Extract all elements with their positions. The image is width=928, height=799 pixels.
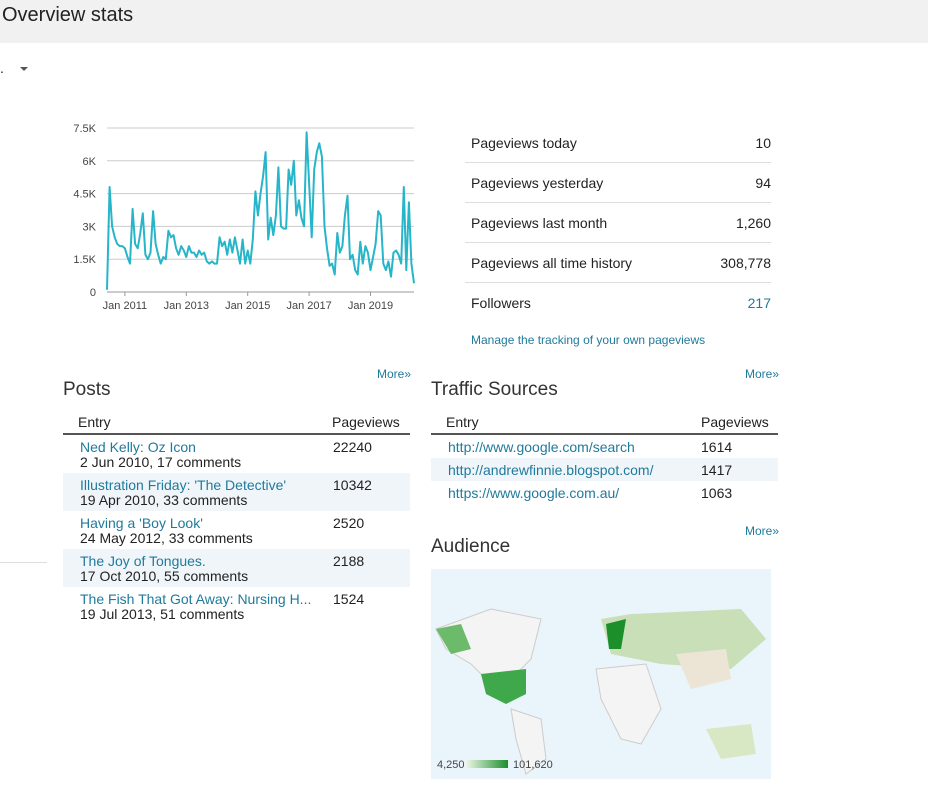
legend-gradient (466, 760, 508, 768)
entry-meta: 2 Jun 2010, 17 comments (80, 454, 241, 470)
source-link[interactable]: http://andrewfinnie.blogspot.com/ (448, 462, 653, 478)
table-header: Pageviews (701, 414, 769, 430)
legend-min: 4,250 (437, 759, 465, 771)
stat-value: 94 (620, 175, 771, 191)
manage-link[interactable]: Manage the tracking of your own pageview… (471, 333, 705, 347)
pageviews-line (107, 132, 414, 289)
stat-separator (465, 242, 771, 243)
stat-separator (465, 162, 771, 163)
table-header: Pageviews (332, 414, 400, 430)
table-header: Entry (446, 414, 479, 430)
stat-separator (465, 282, 771, 283)
y-tick-label: 7.5K (73, 123, 96, 135)
table-header: Entry (78, 414, 111, 430)
y-tick-label: 3K (83, 221, 97, 233)
stat-label: Followers (471, 295, 531, 311)
table-rule (63, 433, 410, 435)
entry-link[interactable]: Having a 'Boy Look' (80, 515, 203, 531)
entry-pageviews: 22240 (333, 439, 372, 455)
entry-link[interactable]: The Joy of Tongues. (80, 553, 206, 569)
x-tick-label: Jan 2015 (225, 300, 270, 312)
audience-map: 4,250 101,620 (431, 569, 771, 779)
stat-separator (465, 202, 771, 203)
entry-link[interactable]: The Fish That Got Away: Nursing H... (80, 591, 311, 607)
entry-pageviews: 2520 (333, 515, 364, 531)
x-tick-label: Jan 2017 (286, 300, 331, 312)
posts-more[interactable]: More» (377, 367, 411, 381)
stat-value: 1,260 (620, 215, 771, 231)
entry-link[interactable]: Illustration Friday: 'The Detective' (80, 477, 286, 493)
entry-pageviews: 2188 (333, 553, 364, 569)
pageviews-chart: 0 1.5K 3K 4.5K 6K 7.5K Jan 2011 Jan 2013 Jan 201… (0, 0, 430, 320)
source-link[interactable]: http://www.google.com/search (448, 439, 635, 455)
stat-value: 308,778 (620, 255, 771, 271)
posts-title: Posts (63, 379, 111, 401)
y-tick-label: 4.5K (73, 189, 96, 201)
x-tick-label: Jan 2019 (348, 300, 393, 312)
stat-label: Pageviews last month (471, 215, 607, 231)
legend-max: 101,620 (513, 759, 553, 771)
entry-meta: 19 Jul 2013, 51 comments (80, 606, 244, 622)
y-tick-label: 0 (90, 287, 96, 299)
entry-pageviews: 1524 (333, 591, 364, 607)
stat-label: Pageviews all time history (471, 255, 632, 271)
source-pageviews: 1063 (701, 485, 732, 501)
source-pageviews: 1417 (701, 462, 732, 478)
y-tick-label: 6K (83, 156, 97, 168)
source-link[interactable]: https://www.google.com.au/ (448, 485, 619, 501)
audience-title: Audience (431, 536, 510, 558)
table-rule (431, 433, 778, 435)
stat-value: 10 (620, 135, 771, 151)
entry-pageviews: 10342 (333, 477, 372, 493)
stat-label: Pageviews yesterday (471, 175, 603, 191)
entry-meta: 17 Oct 2010, 55 comments (80, 568, 248, 584)
entry-link[interactable]: Ned Kelly: Oz Icon (80, 439, 196, 455)
audience-more[interactable]: More» (745, 524, 779, 538)
x-tick-label: Jan 2011 (103, 300, 147, 312)
entry-meta: 19 Apr 2010, 33 comments (80, 492, 247, 508)
stat-label: Pageviews today (471, 135, 577, 151)
traffic-more[interactable]: More» (745, 367, 779, 381)
x-tick-label: Jan 2013 (164, 300, 209, 312)
stat-value[interactable]: 217 (620, 295, 771, 311)
traffic-title: Traffic Sources (431, 379, 558, 401)
divider (0, 562, 47, 563)
entry-meta: 24 May 2012, 33 comments (80, 530, 253, 546)
source-pageviews: 1614 (701, 439, 732, 455)
y-tick-label: 1.5K (73, 254, 96, 266)
